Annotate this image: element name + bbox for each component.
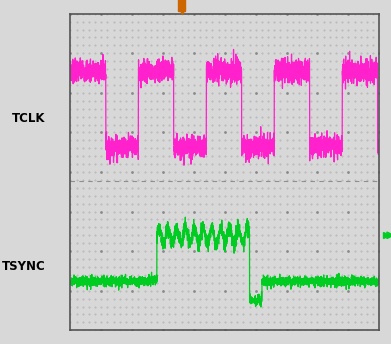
Text: TSYNC: TSYNC	[2, 260, 46, 273]
Text: TCLK: TCLK	[12, 112, 46, 125]
Bar	[178, 0, 185, 11]
